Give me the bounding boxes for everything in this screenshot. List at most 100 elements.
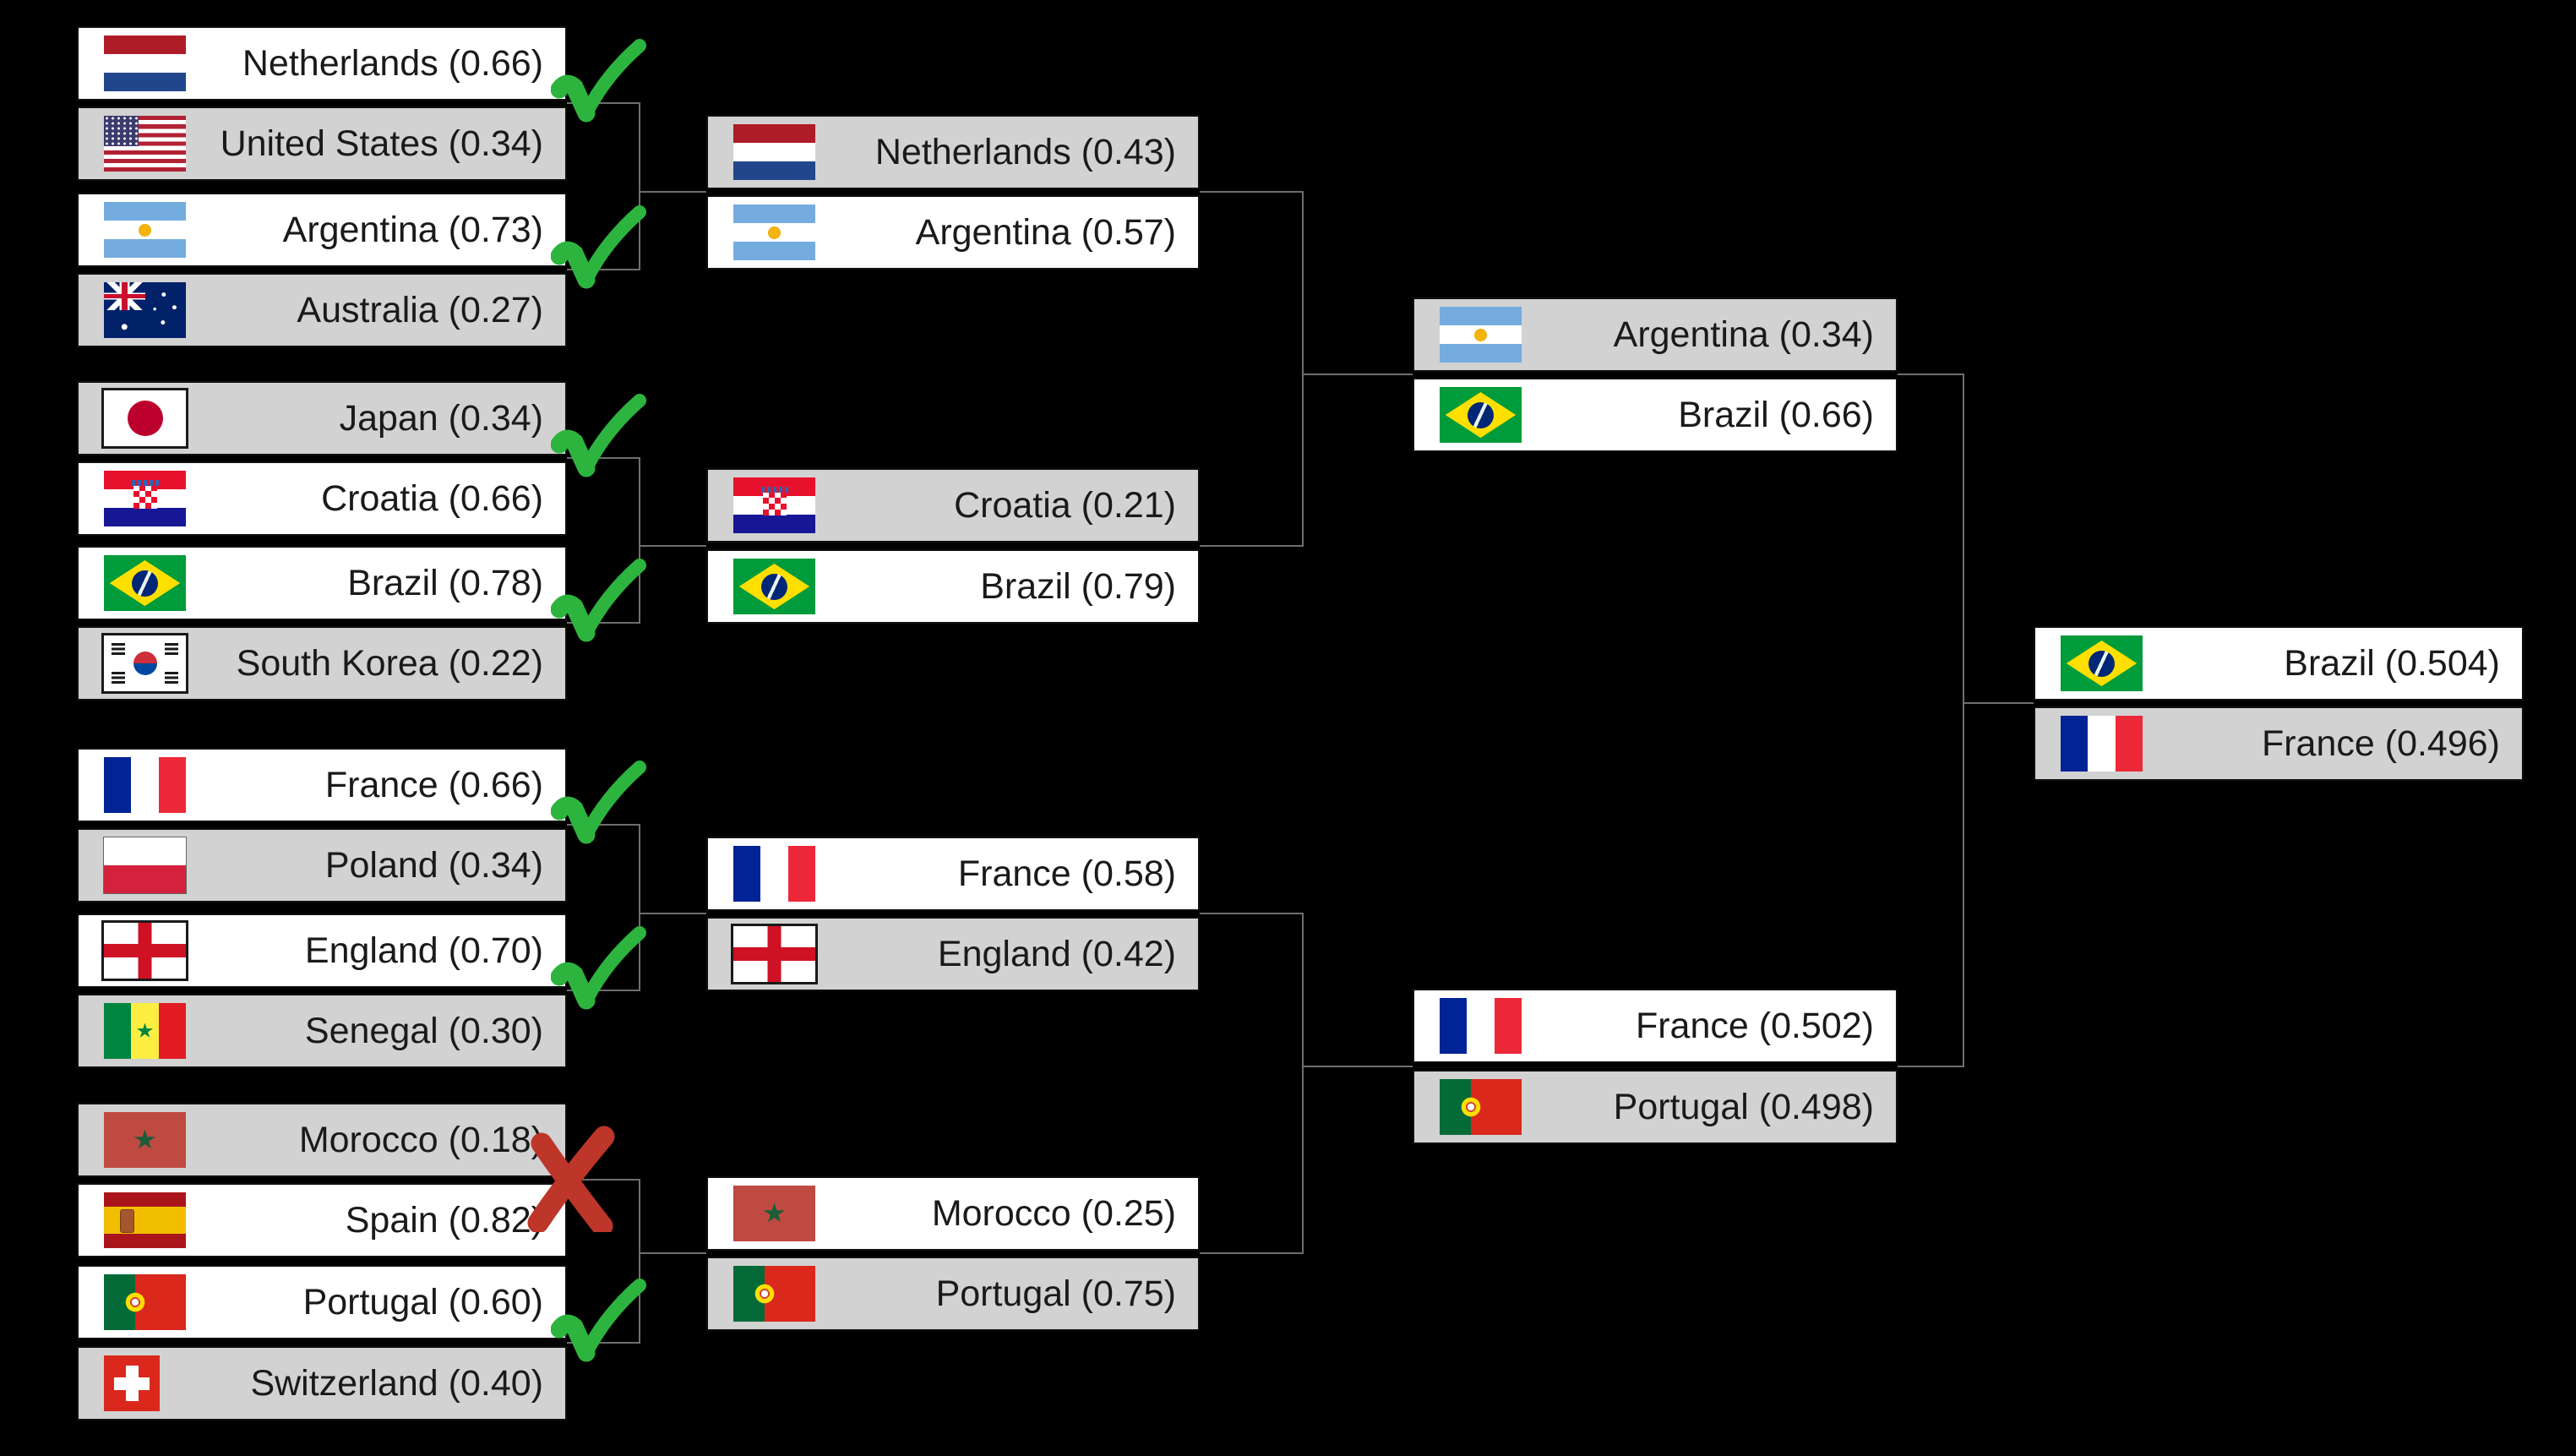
england-flag-icon bbox=[104, 923, 186, 979]
r16-team-box-south-korea: South Korea (0.22) bbox=[77, 626, 567, 701]
connector-line bbox=[639, 824, 640, 991]
team-label: France (0.496) bbox=[2261, 723, 2500, 764]
connector-line bbox=[1200, 191, 1303, 193]
qf-team-box-england: England (0.42) bbox=[706, 917, 1200, 991]
connector-line bbox=[1200, 1252, 1303, 1254]
connector-line bbox=[1302, 374, 1413, 375]
team-label: South Korea (0.22) bbox=[236, 642, 543, 684]
south-korea-flag-icon bbox=[104, 635, 186, 691]
r16-team-box-morocco: Morocco (0.18) bbox=[77, 1103, 567, 1177]
france-flag-icon bbox=[733, 846, 815, 902]
argentina-flag-icon bbox=[733, 204, 815, 260]
france-flag-icon bbox=[2061, 716, 2143, 772]
england-flag-icon bbox=[733, 926, 815, 982]
qf-team-box-morocco: Morocco (0.25) bbox=[706, 1176, 1200, 1251]
qf-team-box-france: France (0.58) bbox=[706, 837, 1200, 911]
r16-team-box-japan: Japan (0.34) bbox=[77, 381, 567, 455]
brazil-flag-icon bbox=[104, 555, 186, 611]
netherlands-flag-icon bbox=[104, 35, 186, 91]
australia-flag-icon bbox=[104, 282, 186, 338]
portugal-flag-icon bbox=[733, 1266, 815, 1322]
team-label: Morocco (0.25) bbox=[931, 1192, 1176, 1234]
team-label: Netherlands (0.66) bbox=[242, 42, 543, 84]
netherlands-flag-icon bbox=[733, 124, 815, 180]
connector-line bbox=[639, 102, 640, 270]
connector-line bbox=[1898, 1066, 1963, 1067]
connector-line bbox=[1963, 374, 1964, 1067]
connector-line bbox=[1200, 545, 1303, 547]
r16-team-box-australia: Australia (0.27) bbox=[77, 273, 567, 347]
connector-line bbox=[639, 1179, 640, 1344]
team-label: Brazil (0.66) bbox=[1678, 394, 1874, 435]
team-label: Brazil (0.79) bbox=[980, 565, 1176, 607]
connector-line bbox=[1963, 702, 2034, 704]
team-label: Argentina (0.57) bbox=[915, 211, 1176, 253]
connector-line bbox=[567, 269, 640, 270]
r16-team-box-netherlands: Netherlands (0.66) bbox=[77, 26, 567, 101]
team-label: Argentina (0.73) bbox=[282, 209, 543, 250]
sf-team-box-portugal: Portugal (0.498) bbox=[1413, 1070, 1898, 1144]
croatia-flag-icon bbox=[104, 471, 186, 526]
morocco-flag-icon bbox=[104, 1112, 186, 1168]
r16-team-box-france: France (0.66) bbox=[77, 748, 567, 822]
connector-line bbox=[567, 622, 640, 624]
brazil-flag-icon bbox=[733, 559, 815, 614]
connector-line bbox=[567, 1342, 640, 1344]
connector-line bbox=[1302, 1066, 1413, 1067]
team-label: Switzerland (0.40) bbox=[250, 1362, 543, 1404]
team-label: United States (0.34) bbox=[220, 123, 543, 164]
connector-line bbox=[639, 191, 706, 193]
connector-line bbox=[1200, 913, 1303, 914]
final-team-box-brazil: Brazil (0.504) bbox=[2034, 626, 2524, 701]
poland-flag-icon bbox=[104, 837, 186, 893]
team-label: England (0.42) bbox=[937, 933, 1176, 974]
connector-line bbox=[639, 545, 706, 547]
r16-team-box-united-states: United States (0.34) bbox=[77, 106, 567, 181]
japan-flag-icon bbox=[104, 390, 186, 446]
senegal-flag-icon bbox=[104, 1003, 186, 1059]
connector-line bbox=[639, 913, 706, 914]
sf-team-box-brazil: Brazil (0.66) bbox=[1413, 378, 1898, 452]
brazil-flag-icon bbox=[1440, 387, 1522, 443]
team-label: Portugal (0.498) bbox=[1613, 1086, 1874, 1127]
qf-team-box-portugal: Portugal (0.75) bbox=[706, 1257, 1200, 1331]
france-flag-icon bbox=[1440, 998, 1522, 1054]
connector-line bbox=[567, 824, 640, 826]
team-label: Spain (0.82) bbox=[345, 1199, 543, 1241]
team-label: Argentina (0.34) bbox=[1613, 314, 1874, 355]
team-label: Senegal (0.30) bbox=[304, 1010, 543, 1051]
connector-line bbox=[1302, 913, 1304, 1254]
r16-team-box-switzerland: Switzerland (0.40) bbox=[77, 1346, 567, 1421]
connector-line bbox=[567, 990, 640, 991]
team-label: Japan (0.34) bbox=[339, 397, 543, 439]
final-team-box-france: France (0.496) bbox=[2034, 706, 2524, 781]
portugal-flag-icon bbox=[104, 1274, 186, 1330]
team-label: France (0.66) bbox=[324, 764, 543, 805]
connector-line bbox=[639, 1252, 706, 1254]
qf-team-box-netherlands: Netherlands (0.43) bbox=[706, 115, 1200, 189]
brazil-flag-icon bbox=[2061, 635, 2143, 691]
team-label: Croatia (0.21) bbox=[954, 484, 1176, 526]
team-label: Poland (0.34) bbox=[324, 844, 543, 886]
r16-team-box-portugal: Portugal (0.60) bbox=[77, 1265, 567, 1339]
team-label: Portugal (0.75) bbox=[935, 1273, 1176, 1314]
connector-line bbox=[1302, 191, 1304, 547]
spain-flag-icon bbox=[104, 1192, 186, 1248]
r16-team-box-poland: Poland (0.34) bbox=[77, 828, 567, 903]
r16-team-box-argentina: Argentina (0.73) bbox=[77, 193, 567, 267]
r16-team-box-brazil: Brazil (0.78) bbox=[77, 546, 567, 620]
team-label: Croatia (0.66) bbox=[321, 477, 543, 519]
switzerland-flag-icon bbox=[104, 1355, 160, 1411]
r16-team-box-croatia: Croatia (0.66) bbox=[77, 461, 567, 536]
portugal-flag-icon bbox=[1440, 1079, 1522, 1135]
team-label: Portugal (0.60) bbox=[302, 1281, 543, 1322]
argentina-flag-icon bbox=[104, 202, 186, 258]
connector-line bbox=[1898, 374, 1963, 375]
sf-team-box-argentina: Argentina (0.34) bbox=[1413, 297, 1898, 372]
team-label: France (0.502) bbox=[1635, 1005, 1874, 1046]
team-label: England (0.70) bbox=[304, 930, 543, 971]
united-states-flag-icon bbox=[104, 116, 186, 172]
connector-line bbox=[567, 1179, 640, 1181]
team-label: Brazil (0.504) bbox=[2284, 642, 2500, 684]
